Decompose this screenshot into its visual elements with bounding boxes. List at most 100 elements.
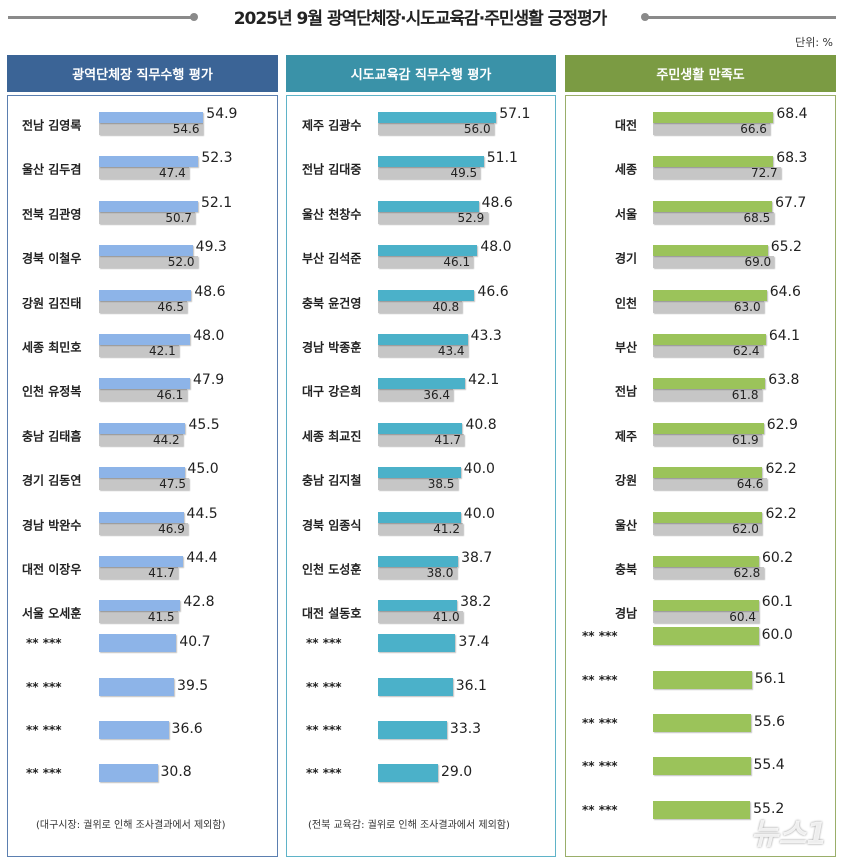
current-bar [653,200,773,212]
current-value-label: 68.3 [776,150,808,167]
current-bar [99,422,186,434]
title-dot-right [641,13,649,21]
panel-header-governors: 광역단체장 직무수행 평가 [7,55,278,92]
current-value-label: 45.5 [188,416,220,433]
current-value-label: 45.0 [187,461,219,478]
category-label: 강원 [614,473,638,488]
previous-value-label: 50.7 [165,210,193,225]
previous-value-label: 47.4 [159,166,186,181]
current-value-label: 65.2 [770,239,802,256]
previous-bar [653,478,767,491]
previous-bar [378,256,474,269]
category-label: 대구 강은희 [302,384,362,399]
category-label: 인천 유정복 [22,384,82,399]
current-value-label: 56.1 [754,671,786,687]
current-bar [653,801,751,819]
note-superintendents: (전북 교육감: 궐위로 인해 조사결과에서 제외함) [308,820,510,831]
current-bar [653,334,766,345]
category-label: 부산 [614,340,638,355]
category-label: 인천 도성훈 [302,562,362,577]
current-bar [99,721,169,739]
previous-value-label: 56.0 [463,122,491,136]
previous-bar [378,567,457,579]
previous-value-label: 41.5 [147,610,175,625]
current-bar [653,511,763,523]
category-label: ** *** [26,636,62,650]
current-bar [653,422,764,434]
current-value-label: 43.3 [470,328,502,344]
previous-value-label: 52.0 [167,255,195,270]
category-label: 경남 박완수 [22,518,82,533]
current-bar [378,422,463,434]
current-value-label: 63.8 [768,372,800,389]
current-value-label: 38.2 [460,594,492,611]
previous-bar [99,611,178,624]
title-dot-left [190,13,198,21]
previous-value-label: 68.5 [743,210,771,225]
current-bar [99,634,177,652]
category-label: 세종 [614,162,638,177]
previous-value-label: 40.8 [432,299,460,314]
current-bar [99,245,193,257]
category-label: 경남 박종훈 [302,340,362,355]
current-bar [653,467,763,479]
previous-bar [378,345,468,357]
category-label: ** *** [306,636,342,650]
previous-bar [99,167,190,180]
category-label: 부산 김석준 [302,251,362,266]
category-label: ** *** [26,723,62,737]
current-value-label: 64.1 [768,328,800,344]
current-bar [378,721,447,739]
current-bar [99,112,204,123]
current-value-label: 39.5 [177,678,209,694]
title-rule-left [8,16,193,19]
current-value-label: 60.0 [761,627,793,643]
current-value-label: 47.9 [193,372,225,389]
category-label: ** *** [582,629,618,643]
previous-bar [99,389,187,402]
category-label: ** *** [582,716,618,730]
previous-value-label: 46.9 [158,521,185,536]
previous-value-label: 36.4 [423,388,451,403]
current-value-label: 51.1 [486,150,518,167]
current-bar [653,156,774,168]
previous-value-label: 52.9 [457,210,485,225]
current-value-label: 60.1 [761,594,793,611]
previous-value-label: 46.1 [443,255,471,270]
previous-bar [99,256,198,269]
current-bar [99,378,190,390]
category-label: ** *** [306,680,342,694]
current-bar [378,289,475,301]
category-label: 경북 이철우 [22,251,82,266]
current-bar [378,200,479,212]
current-value-label: 40.0 [463,505,495,522]
current-bar [378,245,478,257]
current-bar [653,112,774,123]
current-bar [378,678,453,696]
category-label: 세종 최민호 [22,340,82,355]
current-value-label: 54.9 [206,106,238,122]
previous-value-label: 47.5 [159,477,186,492]
page-title: 2025년 9월 광역단체장·시도교육감·주민생활 긍정평가 [233,9,608,29]
category-label: ** *** [582,759,618,773]
previous-bar [653,345,763,357]
previous-value-label: 38.5 [427,477,455,492]
previous-value-label: 42.1 [148,344,176,358]
category-label: 경북 임종식 [302,518,362,533]
current-value-label: 62.2 [765,505,797,522]
category-label: 강원 김진태 [22,296,82,311]
current-value-label: 68.4 [776,106,808,122]
category-label: 충북 [614,562,638,577]
category-label: 세종 최교진 [302,429,362,444]
current-value-label: 38.7 [461,550,493,566]
category-label: ** *** [582,673,618,687]
current-value-label: 46.6 [477,283,509,300]
current-bar [99,200,198,212]
current-bar [378,156,484,168]
previous-bar [378,300,463,313]
category-label: ** *** [306,766,342,780]
category-label: 제주 김광수 [302,118,362,133]
category-label: 서울 오세훈 [22,606,82,621]
current-bar [99,334,191,345]
previous-value-label: 46.1 [156,388,184,403]
